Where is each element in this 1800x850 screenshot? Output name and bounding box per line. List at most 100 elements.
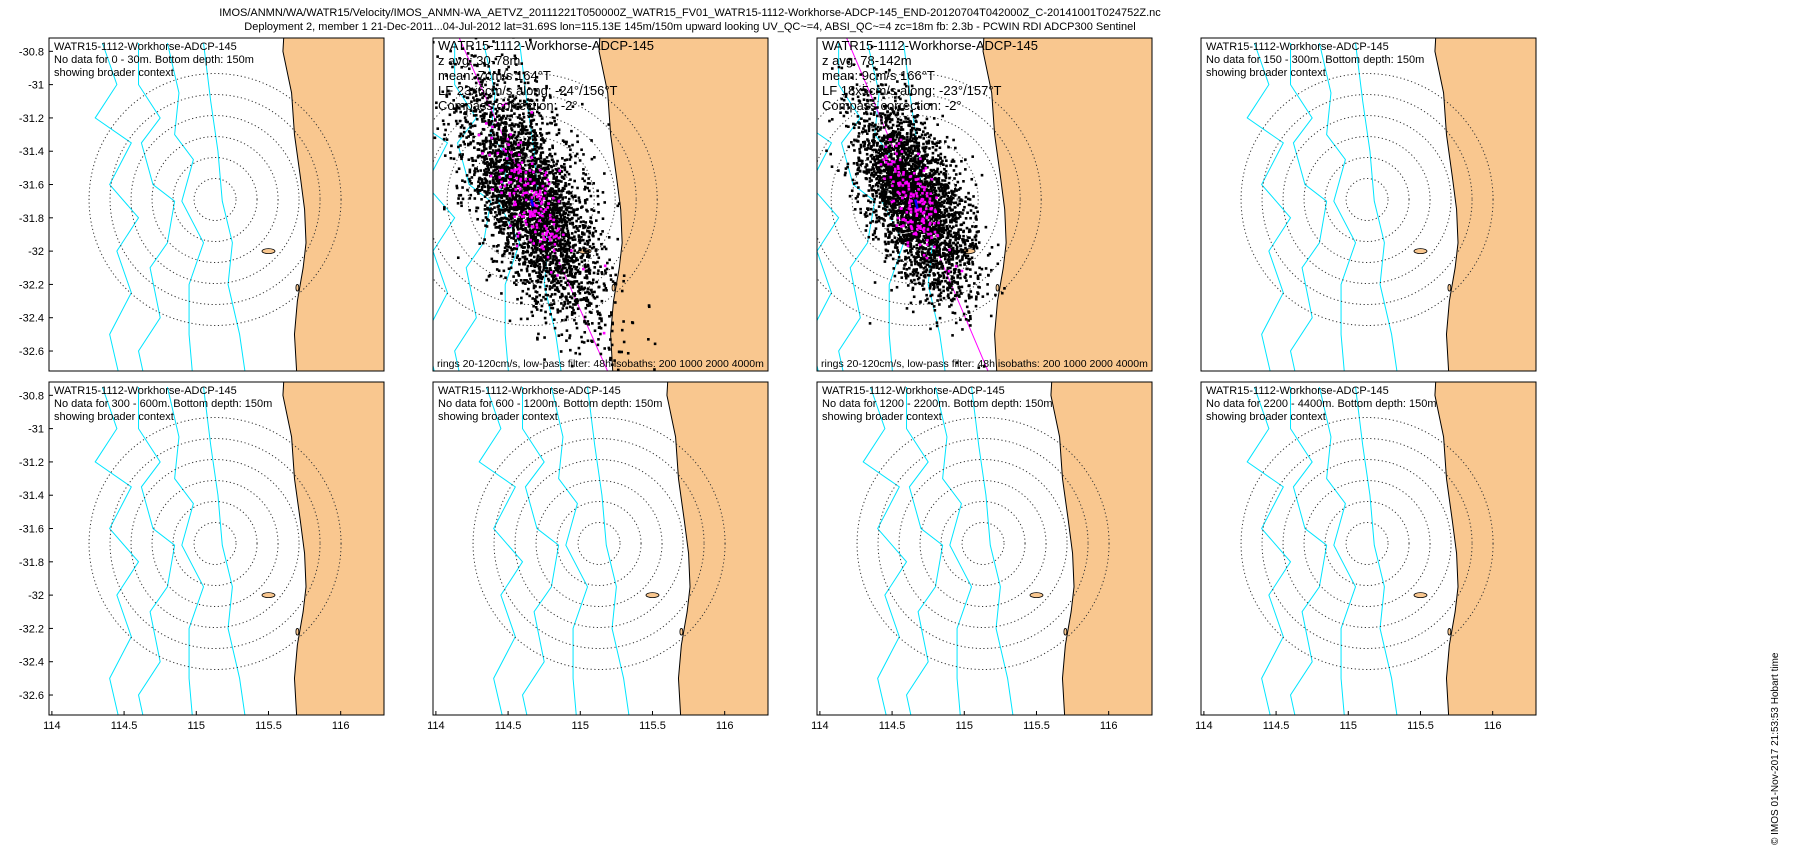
- scatter-point: [583, 263, 587, 267]
- scatter-point: [526, 180, 529, 184]
- scatter-point: [933, 225, 936, 229]
- scatter-point: [553, 326, 557, 330]
- scatter-point: [461, 104, 464, 108]
- scatter-point: [935, 321, 939, 324]
- scatter-point: [942, 219, 946, 222]
- scatter-point: [484, 92, 488, 96]
- lowpass-point: [501, 103, 505, 107]
- scatter-point: [882, 175, 885, 178]
- velocity-ring: [172, 157, 258, 243]
- lowpass-point: [530, 189, 534, 193]
- scatter-point: [584, 173, 588, 176]
- scatter-point: [545, 156, 549, 159]
- scatter-point: [986, 254, 990, 257]
- scatter-point: [536, 279, 540, 282]
- scatter-point: [579, 220, 583, 224]
- scatter-point: [935, 219, 939, 222]
- scatter-point: [528, 182, 531, 185]
- scatter-point: [915, 268, 919, 271]
- scatter-point: [552, 299, 555, 302]
- scatter-point: [554, 171, 558, 175]
- scatter-point: [481, 241, 485, 245]
- scatter-point: [954, 173, 958, 176]
- scatter-point: [860, 117, 863, 121]
- scatter-point: [498, 123, 502, 126]
- scatter-point: [578, 291, 582, 295]
- scatter-point: [470, 54, 474, 57]
- scatter-point: [538, 176, 541, 180]
- scatter-point: [503, 208, 507, 211]
- scatter-point: [893, 131, 896, 135]
- scatter-point: [525, 257, 529, 261]
- scatter-point: [491, 208, 494, 211]
- scatter-point: [518, 262, 521, 266]
- scatter-point: [525, 237, 529, 241]
- scatter-point: [586, 229, 589, 233]
- scatter-point: [554, 206, 557, 210]
- scatter-point: [511, 167, 515, 171]
- scatter-point: [487, 65, 490, 68]
- scatter-point: [563, 263, 567, 266]
- scatter-point: [519, 226, 523, 230]
- scatter-point: [935, 144, 938, 148]
- scatter-point: [496, 190, 499, 193]
- scatter-point: [557, 131, 561, 135]
- scatter-point: [502, 172, 505, 175]
- scatter-point: [570, 296, 574, 300]
- scatter-point: [501, 145, 505, 148]
- scatter-point: [448, 92, 451, 96]
- scatter-point: [545, 240, 549, 243]
- scatter-point: [594, 249, 598, 252]
- scatter-point: [895, 162, 898, 165]
- scatter-point: [506, 194, 510, 198]
- scatter-point: [592, 246, 596, 249]
- scatter-point: [539, 229, 543, 232]
- scatter-point: [555, 256, 558, 260]
- scatter-point: [530, 126, 534, 129]
- scatter-point: [532, 251, 536, 254]
- scatter-point: [907, 256, 911, 259]
- scatter-point: [508, 197, 511, 200]
- scatter-point: [527, 143, 531, 147]
- scatter-point: [500, 292, 503, 295]
- scatter-point: [507, 152, 511, 156]
- scatter-point: [473, 124, 477, 128]
- scatter-point: [565, 206, 569, 209]
- scatter-point: [597, 269, 600, 272]
- scatter-point: [865, 170, 868, 173]
- scatter-point: [517, 72, 520, 76]
- scatter-point: [531, 107, 534, 111]
- lowpass-point: [539, 207, 543, 211]
- scatter-point: [484, 224, 487, 227]
- scatter-point: [542, 256, 546, 259]
- scatter-point: [566, 241, 569, 244]
- scatter-point: [921, 261, 925, 264]
- scatter-point: [562, 231, 566, 235]
- scatter-point: [503, 224, 507, 228]
- scatter-point: [910, 109, 913, 113]
- scatter-point: [441, 90, 445, 94]
- scatter-point: [526, 185, 530, 188]
- scatter-point: [536, 247, 539, 250]
- scatter-point: [554, 107, 558, 111]
- scatter-point: [535, 271, 538, 274]
- scatter-point: [538, 224, 542, 228]
- scatter-point: [500, 150, 503, 154]
- scatter-point: [554, 179, 558, 182]
- scatter-point: [923, 126, 927, 130]
- scatter-point: [525, 229, 528, 233]
- scatter-point: [496, 83, 499, 87]
- scatter-point: [479, 93, 482, 96]
- scatter-point: [544, 214, 547, 218]
- scatter-point: [924, 133, 927, 137]
- scatter-point: [904, 143, 907, 146]
- scatter-point: [476, 190, 480, 194]
- scatter-point: [653, 368, 656, 371]
- scatter-point: [971, 204, 975, 208]
- scatter-point: [576, 285, 580, 289]
- lowpass-point: [504, 102, 508, 106]
- scatter-point: [502, 114, 506, 118]
- scatter-point: [511, 94, 515, 97]
- scatter-point: [566, 239, 570, 242]
- lowpass-point: [541, 244, 544, 248]
